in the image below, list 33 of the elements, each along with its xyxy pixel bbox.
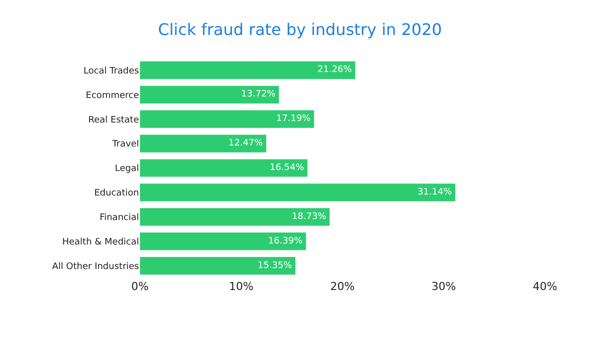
data-label: 21.26% <box>317 65 352 76</box>
y-tick-label: Financial <box>100 213 139 224</box>
bar <box>140 232 306 250</box>
x-tick-label: 30% <box>432 280 456 293</box>
data-label: 16.54% <box>270 163 304 173</box>
data-label: 16.39% <box>268 236 303 246</box>
bar <box>140 184 456 202</box>
x-tick-label: 40% <box>532 280 558 293</box>
bar <box>140 86 279 104</box>
data-label: 13.72% <box>241 90 276 100</box>
y-tick-label: Travel <box>111 140 139 150</box>
bar <box>140 256 296 275</box>
data-label: 18.73% <box>292 212 327 222</box>
y-tick-label: Legal <box>114 164 139 174</box>
data-label: 12.47% <box>228 138 264 149</box>
x-tick-label: 10% <box>229 280 254 293</box>
bar <box>140 159 308 177</box>
y-tick-label: Real Estate <box>88 115 140 126</box>
bar <box>140 208 330 226</box>
bar <box>140 134 266 152</box>
data-label: 15.35% <box>258 260 292 271</box>
bar <box>140 61 356 80</box>
x-tick-label: 20% <box>330 280 355 293</box>
x-tick-label: 0% <box>131 280 149 293</box>
y-tick-label: Local Trades <box>83 66 140 76</box>
y-tick-label: Health & Medical <box>62 237 139 248</box>
data-label: 31.14% <box>418 187 452 198</box>
bar <box>140 110 314 128</box>
data-label: 17.19% <box>276 114 312 124</box>
y-tick-label: All Other Industries <box>52 262 140 272</box>
y-tick-label: Education <box>94 188 139 199</box>
chart-title: Click fraud rate by industry in 2020 <box>158 20 442 39</box>
y-tick-label: Ecommerce <box>86 90 140 101</box>
